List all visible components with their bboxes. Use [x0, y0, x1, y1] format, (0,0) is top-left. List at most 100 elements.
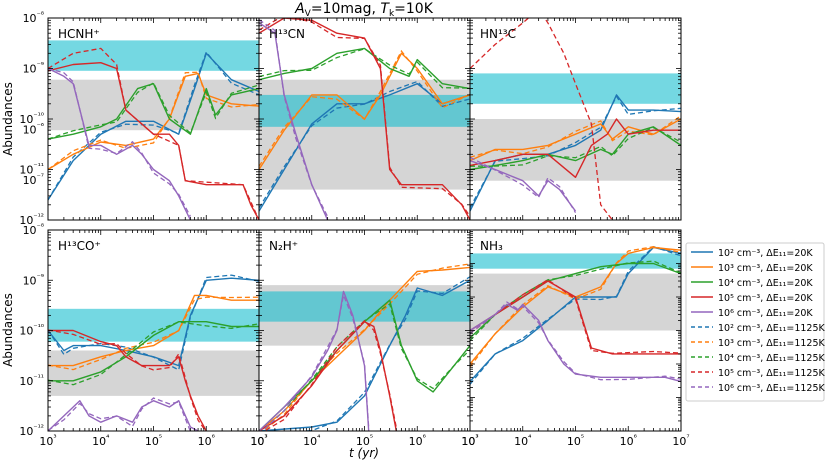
legend: 10² cm⁻³, ΔE₁₁=20K 10³ cm⁻³, ΔE₁₁=20K 10⁴ … [685, 242, 826, 402]
panel-2: H¹³CN [258, 17, 471, 221]
observed-band [259, 94, 470, 127]
legend-label: 10³ cm⁻³, ΔE₁₁=1125K [718, 338, 826, 349]
x-axis-label: t (yr) [349, 446, 379, 460]
observed-band [470, 253, 681, 269]
y-axis-label-top: Abundances [1, 82, 15, 156]
panel-label: H¹³CN [269, 27, 305, 41]
panel-4: 10⁻¹² 10⁻¹¹ 10⁻¹⁰ 10⁻⁹ 10⁻⁸ 10⁻⁷ 10⁻⁶ 10³ 10⁴ 10⁵… [19, 122, 267, 449]
x-tick-label: 10³ [39, 433, 56, 448]
panel-label: H¹³CO⁺ [58, 239, 101, 253]
series-line-1e6-dashed [470, 156, 577, 213]
y-tick-label: 10⁻⁸ [23, 222, 44, 237]
series-line-1e5 [470, 118, 681, 178]
series-line-1e3-dashed [48, 296, 259, 371]
x-tick-label: 10⁵ [145, 433, 162, 448]
plot-area [48, 274, 259, 431]
legend-label: 10⁵ cm⁻³, ΔE₁₁=1125K [718, 368, 826, 379]
series-line-1e5 [259, 321, 397, 431]
panels: 10⁻¹² 10⁻¹¹ 10⁻¹⁰ 10⁻⁹ 10⁻⁸ HCNH⁺ H¹³CN HN¹³C 10… [19, 10, 690, 449]
series-line-1e6 [470, 303, 681, 383]
series-line-1e3 [470, 246, 681, 365]
series-line-1e4-dashed [48, 321, 259, 386]
series-line-1e6 [48, 67, 192, 220]
series-line-1e5-dashed [48, 329, 207, 431]
series-line-1e4-dashed [261, 302, 470, 431]
series-line-1e6-dashed [261, 292, 370, 431]
y-tick-label: 10⁻¹² [19, 212, 44, 227]
series-line-1e3-dashed [259, 49, 470, 167]
series-line-1e2 [470, 246, 681, 382]
plot-area [48, 40, 259, 220]
legend-label: 10⁵ cm⁻³, ΔE₁₁=20K [718, 293, 813, 304]
series-line-1e5-dashed [263, 319, 397, 431]
series-line-1e3 [48, 294, 259, 367]
legend-frame [685, 242, 825, 402]
plot-area [470, 245, 681, 385]
plot-area [259, 263, 470, 431]
legend-label: 10⁶ cm⁻³, ΔE₁₁=20K [718, 308, 813, 319]
observed-band [48, 40, 259, 71]
x-tick-label: 10⁴ [303, 433, 320, 448]
panel-label: N₂H⁺ [269, 239, 298, 253]
series-line-1e5-dashed [48, 47, 259, 220]
x-tick-label: 10⁶ [198, 433, 215, 448]
panel-label: HCNH⁺ [58, 27, 100, 41]
series-line-1e2-dashed [259, 80, 470, 209]
x-tick-label: 10⁴ [92, 433, 109, 448]
series-line-1e6-dashed [48, 397, 194, 431]
series-line-1e4-dashed [259, 47, 470, 89]
model-band [48, 79, 259, 131]
y-tick-label: 10⁻¹¹ [19, 162, 44, 177]
series-line-1e6-dashed [48, 67, 191, 217]
observed-band [470, 73, 681, 104]
y-tick-label: 10⁻¹⁰ [19, 323, 44, 338]
series-line-1e4-dashed [48, 81, 259, 140]
y-axis-label-bottom: Abundances [1, 293, 15, 367]
series-line-1e6-dashed [470, 301, 681, 381]
y-tick-label: 10⁻⁷ [23, 172, 44, 187]
series-line-1e2-dashed [470, 95, 681, 209]
legend-label: 10⁴ cm⁻³, ΔE₁₁=20K [718, 278, 813, 289]
model-band [470, 273, 681, 331]
x-tick-label: 10⁴ [514, 433, 531, 448]
x-tick-label: 10⁷ [461, 433, 478, 448]
y-tick-label: 10⁻¹⁰ [19, 111, 44, 126]
series-line-1e5-dashed [470, 279, 681, 354]
series-line-1e2-dashed [296, 276, 470, 431]
panel-label: HN¹³C [480, 27, 516, 41]
legend-label: 10³ cm⁻³, ΔE₁₁=20K [718, 263, 813, 274]
x-tick-label: 10⁶ [409, 433, 426, 448]
panel-label: NH₃ [480, 239, 503, 253]
series-line-1e2-dashed [48, 50, 259, 201]
x-tick-label: 10⁷ [250, 433, 267, 448]
series-line-1e3-dashed [262, 263, 470, 431]
series-line-1e4 [48, 321, 259, 382]
chart-title: AV=10mag, Tk=10K [294, 1, 434, 19]
x-tick-label: 10³ [461, 433, 478, 448]
y-tick-label: 10⁻⁹ [23, 61, 44, 76]
observed-band [259, 291, 470, 322]
series-line-1e5-dashed [259, 18, 470, 217]
panel-6: 10³ 10⁴ 10⁵ 10⁶ 10⁷ NH₃ [461, 229, 690, 448]
y-tick-label: 10⁻¹² [19, 423, 44, 438]
panel-5: 10³ 10⁴ 10⁵ 10⁶ 10⁷ N₂H⁺ [250, 229, 479, 448]
y-tick-label: 10⁻¹¹ [19, 373, 44, 388]
series-line-1e2-dashed [48, 274, 259, 371]
x-tick-label: 10⁶ [620, 433, 637, 448]
series-line-1e6 [48, 400, 199, 431]
plot-area [259, 18, 470, 220]
x-tick-label: 10³ [250, 433, 267, 448]
x-tick-label: 10⁷ [672, 433, 689, 448]
legend-label: 10⁶ cm⁻³, ΔE₁₁=1125K [718, 383, 826, 394]
x-tick-label: 10⁵ [356, 433, 373, 448]
model-band [48, 350, 259, 396]
series-line-1e4 [259, 299, 470, 431]
y-tick-label: 10⁻⁶ [23, 122, 44, 137]
series-line-1e4 [48, 83, 259, 140]
y-tick-label: 10⁻⁸ [23, 10, 44, 25]
y-tick-label: 10⁻⁹ [23, 272, 44, 287]
series-line-1e5-dashed [470, 18, 613, 220]
x-tick-label: 10⁵ [567, 433, 584, 448]
series-line-1e6-dashed [259, 19, 329, 217]
